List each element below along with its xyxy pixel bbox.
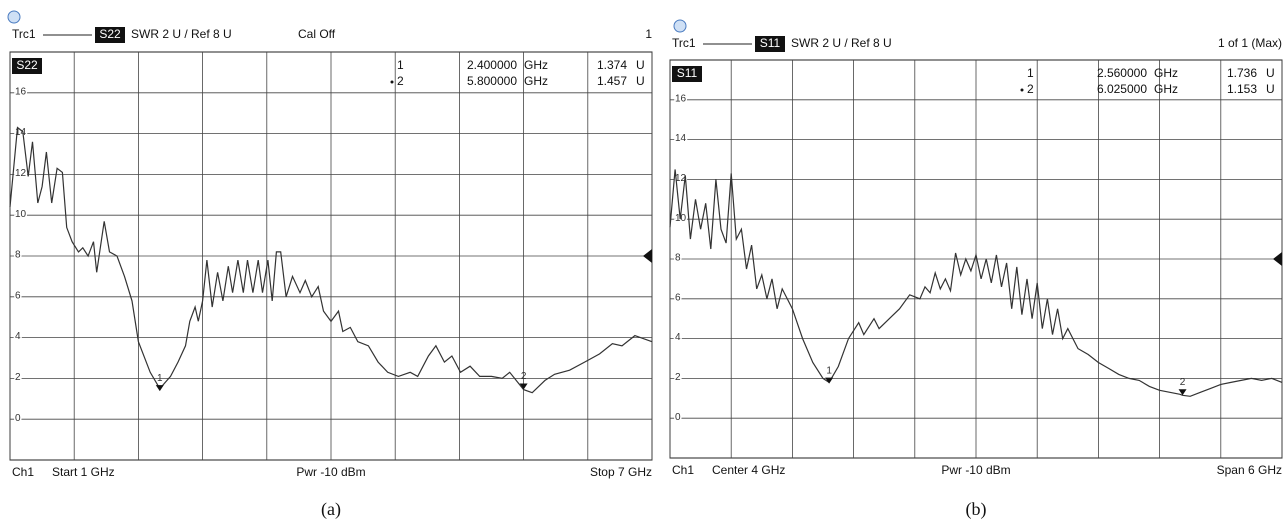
y-tick-label: 4 [675, 332, 681, 343]
param-label: S22 [99, 27, 121, 41]
y-tick-label: 2 [15, 372, 21, 383]
marker-triangle [519, 383, 528, 390]
caption: (a) [321, 499, 341, 520]
marker-name: 1 [397, 58, 404, 72]
format-label: SWR 2 U / Ref 8 U [131, 27, 232, 41]
footer-left: Center 4 GHz [712, 463, 785, 477]
marker-triangle [155, 385, 164, 392]
marker-x: 2.400000 [467, 58, 517, 72]
marker-unit: U [636, 74, 645, 88]
cal-label: Cal Off [298, 27, 336, 41]
active-dot [1020, 88, 1024, 92]
trace-label: Trc1 [672, 36, 696, 50]
marker-unit: U [1266, 82, 1275, 96]
y-tick-label: 8 [675, 253, 681, 264]
marker-x-unit: GHz [524, 58, 548, 72]
marker-value: 1.374 [597, 58, 627, 72]
trace [9, 126, 653, 394]
param-tag [672, 66, 702, 82]
footer-channel: Ch1 [12, 465, 34, 479]
marker-tag: 2 [521, 371, 527, 382]
footer-center: Pwr -10 dBm [941, 463, 1010, 477]
marker-value: 1.153 [1227, 82, 1257, 96]
y-tick-label: 12 [15, 168, 27, 179]
marker-unit: U [1266, 66, 1275, 80]
trace [669, 169, 1283, 397]
marker-triangle [1178, 389, 1187, 396]
marker-value: 1.736 [1227, 66, 1257, 80]
param-tag-label: S22 [16, 58, 38, 72]
y-tick-label: 16 [675, 93, 687, 104]
marker-name: 2 [1027, 82, 1034, 96]
param-box [95, 27, 125, 43]
logo [673, 19, 687, 33]
marker-x-unit: GHz [1154, 66, 1178, 80]
marker-x: 5.800000 [467, 74, 517, 88]
caption: (b) [966, 499, 987, 520]
format-label: SWR 2 U / Ref 8 U [791, 36, 892, 50]
marker-triangle [825, 377, 834, 384]
marker-name: 2 [397, 74, 404, 88]
y-tick-label: 0 [675, 412, 681, 423]
marker-tag: 1 [826, 365, 832, 376]
footer-channel: Ch1 [672, 463, 694, 477]
y-tick-label: 14 [675, 133, 687, 144]
logo [7, 10, 21, 24]
param-label: S11 [760, 36, 781, 50]
status-label: 1 of 1 (Max) [1218, 36, 1282, 50]
marker-name: 1 [1027, 66, 1034, 80]
marker-tag: 2 [1180, 377, 1186, 388]
footer-right: Stop 7 GHz [590, 465, 652, 479]
active-dot [390, 80, 394, 84]
y-tick-label: 8 [15, 250, 21, 261]
y-tick-label: 4 [15, 331, 21, 342]
marker-x: 6.025000 [1097, 82, 1147, 96]
marker-tag: 1 [157, 373, 163, 384]
footer-right: Span 6 GHz [1217, 463, 1282, 477]
reference-arrow [1273, 252, 1282, 266]
reference-arrow [643, 249, 652, 263]
marker-x-unit: GHz [524, 74, 548, 88]
marker-value: 1.457 [597, 74, 627, 88]
y-tick-label: 16 [15, 86, 27, 97]
param-tag-label: S11 [677, 66, 698, 80]
footer-center: Pwr -10 dBm [296, 465, 365, 479]
param-box [755, 36, 785, 52]
y-tick-label: 6 [675, 292, 681, 303]
param-tag [12, 58, 42, 74]
footer-left: Start 1 GHz [52, 465, 115, 479]
y-tick-label: 2 [675, 372, 681, 383]
marker-x-unit: GHz [1154, 82, 1178, 96]
status-label: 1 [645, 27, 652, 41]
y-tick-label: 0 [15, 413, 21, 424]
trace-label: Trc1 [12, 27, 36, 41]
y-tick-label: 6 [15, 290, 21, 301]
marker-x: 2.560000 [1097, 66, 1147, 80]
y-tick-label: 10 [15, 209, 27, 220]
marker-unit: U [636, 58, 645, 72]
